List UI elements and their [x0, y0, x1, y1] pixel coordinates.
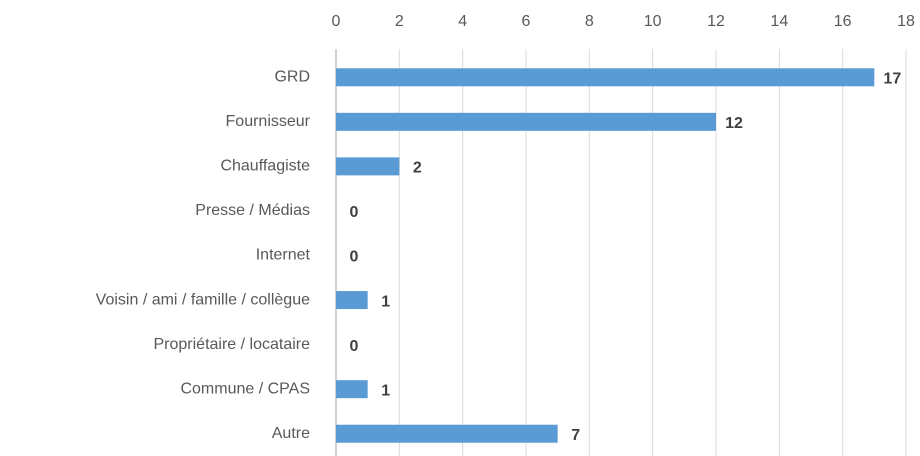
x-tick-label: 12	[707, 13, 725, 30]
data-label: 1	[381, 293, 390, 310]
bar	[336, 112, 716, 131]
x-tick-label: 6	[522, 13, 531, 30]
y-tick-label: Commune / CPAS	[180, 380, 310, 397]
bar	[336, 157, 400, 176]
data-label: 0	[350, 204, 359, 221]
x-tick-label: 10	[644, 13, 662, 30]
data-label: 2	[413, 160, 422, 177]
data-label: 0	[350, 338, 359, 355]
y-tick-label: Chauffagiste	[220, 158, 310, 175]
bar	[336, 68, 875, 87]
x-tick-label: 4	[458, 13, 467, 30]
y-tick-label: Propriétaire / locataire	[153, 336, 310, 353]
x-tick-label: 0	[332, 13, 341, 30]
data-label: 7	[571, 427, 580, 444]
data-label: 1	[381, 382, 390, 399]
y-tick-label: Fournisseur	[226, 113, 311, 130]
data-label: 12	[725, 115, 743, 132]
y-tick-label: GRD	[274, 68, 310, 85]
y-tick-label: Presse / Médias	[195, 202, 310, 219]
data-label: 0	[350, 249, 359, 266]
x-tick-label: 8	[585, 13, 594, 30]
y-tick-label: Internet	[256, 247, 311, 264]
bar	[336, 424, 558, 443]
data-label: 17	[883, 70, 901, 87]
bar	[336, 380, 368, 399]
x-tick-label: 16	[834, 13, 852, 30]
y-tick-label: Voisin / ami / famille / collègue	[96, 291, 310, 308]
y-tick-label: Autre	[272, 425, 310, 442]
bar	[336, 291, 368, 310]
x-tick-label: 18	[897, 13, 915, 30]
x-tick-label: 2	[395, 13, 404, 30]
x-tick-label: 14	[770, 13, 788, 30]
